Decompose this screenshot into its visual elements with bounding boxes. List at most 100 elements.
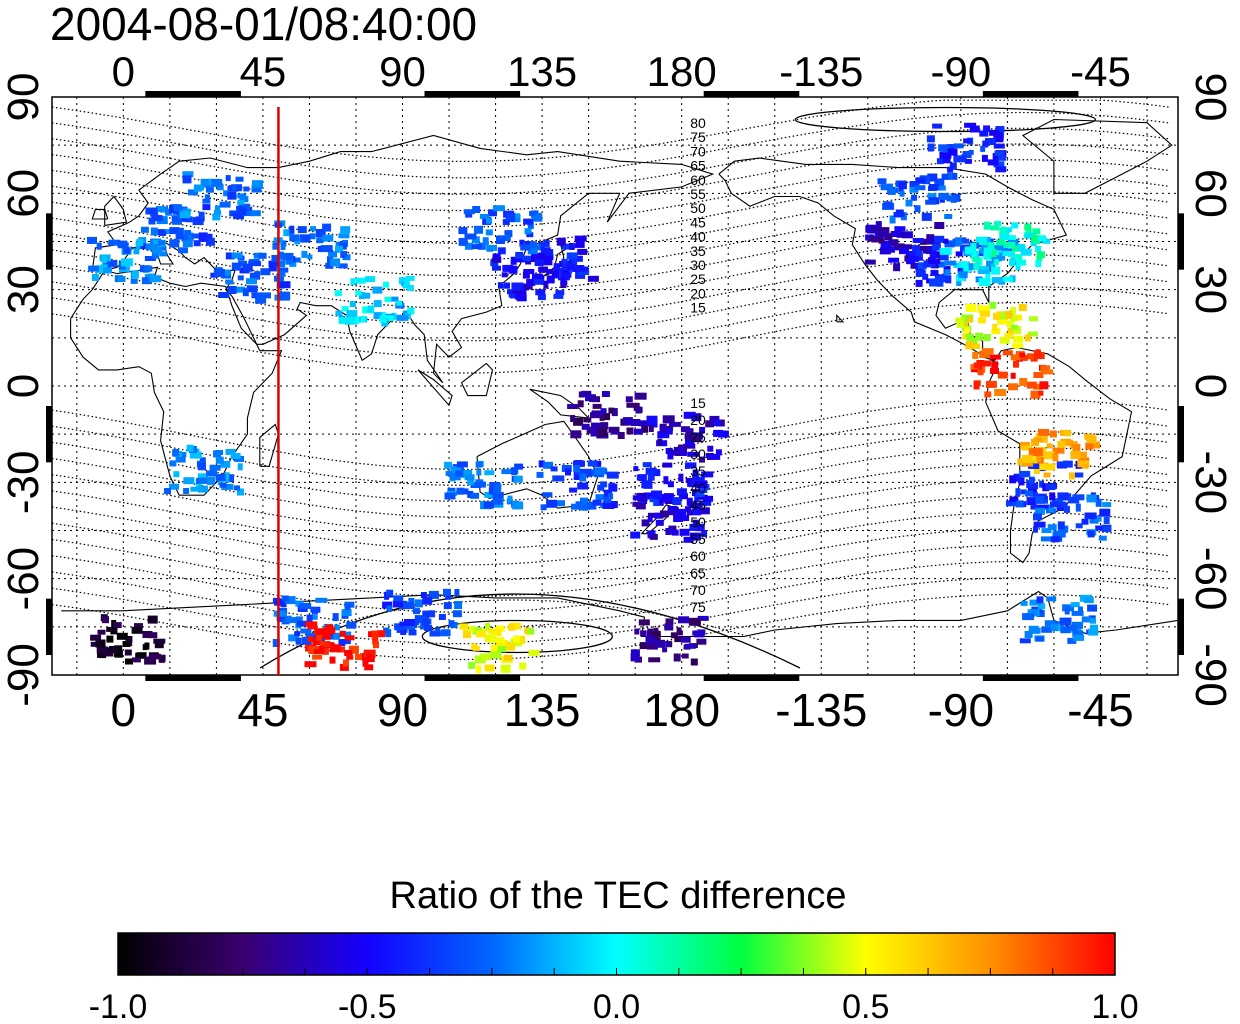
tec-data-point <box>522 255 532 261</box>
tec-data-point <box>700 488 708 493</box>
tec-data-point <box>221 483 234 490</box>
tec-data-point <box>332 613 339 622</box>
tec-data-point <box>553 293 564 299</box>
tec-data-point <box>581 504 589 511</box>
tec-data-point <box>993 161 1005 168</box>
tec-data-point <box>901 244 913 250</box>
tec-data-point <box>236 286 246 293</box>
tec-data-point <box>1036 596 1044 604</box>
tec-data-point <box>492 637 505 644</box>
tec-data-point <box>479 214 489 219</box>
tec-data-point <box>982 360 991 367</box>
tec-data-point <box>338 639 346 646</box>
tec-data-point <box>999 336 1010 344</box>
tec-data-point <box>650 630 661 638</box>
tec-data-point <box>335 310 343 316</box>
tec-data-point <box>504 234 511 242</box>
tec-data-point <box>910 262 920 269</box>
longitude-tick-label: -90 <box>928 684 994 736</box>
tec-data-point <box>403 280 410 289</box>
latitude-tick-label: -90 <box>0 643 48 707</box>
tec-data-point <box>512 287 522 294</box>
tec-data-point <box>565 468 571 476</box>
tec-data-point <box>635 503 646 510</box>
tec-data-point <box>414 599 423 608</box>
tec-data-point <box>1044 620 1055 628</box>
tec-data-point <box>214 209 221 215</box>
tec-data-point <box>884 233 893 241</box>
tec-data-point <box>186 444 194 452</box>
tec-data-point <box>632 495 643 501</box>
tec-data-point <box>1072 630 1084 638</box>
tec-data-point <box>986 260 995 267</box>
left-axis-band <box>46 213 52 655</box>
tec-data-point <box>280 243 286 250</box>
tec-data-point <box>182 171 194 178</box>
tec-data-point <box>106 626 118 632</box>
tec-data-point <box>680 426 690 433</box>
tec-data-point <box>571 503 582 510</box>
tec-data-point <box>346 654 354 660</box>
tec-data-point <box>289 225 295 234</box>
tec-data-point <box>1026 480 1033 489</box>
tec-data-point <box>253 252 262 259</box>
tec-data-point <box>282 252 294 260</box>
tec-data-point <box>184 230 192 236</box>
tec-data-point <box>543 461 554 469</box>
tec-data-point <box>396 300 403 306</box>
tec-data-point <box>114 645 123 652</box>
tec-data-point <box>250 210 261 217</box>
latitude-tick-label: -30 <box>0 451 48 515</box>
tec-data-point <box>1000 312 1009 320</box>
tec-data-point <box>980 310 990 317</box>
tec-data-point <box>665 618 674 625</box>
tec-data-point <box>990 225 1000 231</box>
tec-data-point <box>991 361 999 370</box>
tec-data-point <box>468 625 475 632</box>
tec-data-point <box>947 166 954 173</box>
tec-data-point <box>636 474 647 481</box>
tec-data-point <box>1013 326 1021 334</box>
tec-data-point <box>1070 624 1078 631</box>
tec-data-point <box>899 247 909 255</box>
tec-data-point <box>923 177 931 185</box>
tec-data-point <box>645 467 657 475</box>
tec-data-point <box>472 206 481 213</box>
tec-data-point <box>123 247 131 254</box>
tec-data-point <box>463 209 475 215</box>
tec-data-point <box>527 628 535 635</box>
tec-data-point <box>1042 238 1051 244</box>
tec-data-point <box>355 654 366 660</box>
tec-data-point <box>422 596 433 605</box>
contour-label: 50 <box>690 200 706 216</box>
tec-data-point <box>543 253 554 260</box>
latitude-tick-label: 60 <box>0 169 48 218</box>
tec-data-point <box>131 657 141 663</box>
tec-data-point <box>172 449 180 457</box>
tec-data-point <box>1087 604 1098 612</box>
tec-data-point <box>183 477 195 485</box>
tec-data-point <box>622 417 633 426</box>
tec-data-point <box>492 205 505 212</box>
tec-data-point <box>299 602 312 609</box>
tec-data-point <box>633 466 639 472</box>
tec-data-point <box>1053 530 1066 538</box>
tec-data-point <box>180 452 187 457</box>
top-longitude-tick-labels: 0 45 90 135 180 -135 -90 -45 <box>112 48 1131 95</box>
tec-data-point <box>570 430 582 439</box>
tec-data-point <box>364 664 374 671</box>
tec-data-point <box>684 462 690 469</box>
tec-data-point <box>294 631 301 637</box>
tec-data-point <box>452 610 462 618</box>
tec-data-point <box>105 260 118 268</box>
right-axis-band <box>1178 213 1184 655</box>
tec-data-point <box>684 643 696 649</box>
tec-data-point <box>383 627 390 635</box>
tec-data-point <box>561 263 568 271</box>
tec-data-point <box>1064 430 1072 437</box>
tec-data-point <box>648 657 661 663</box>
tec-data-point <box>1036 235 1046 242</box>
tec-data-point <box>1035 246 1042 252</box>
latitude-tick-label: 90 <box>0 73 48 122</box>
tec-data-point <box>87 236 97 244</box>
